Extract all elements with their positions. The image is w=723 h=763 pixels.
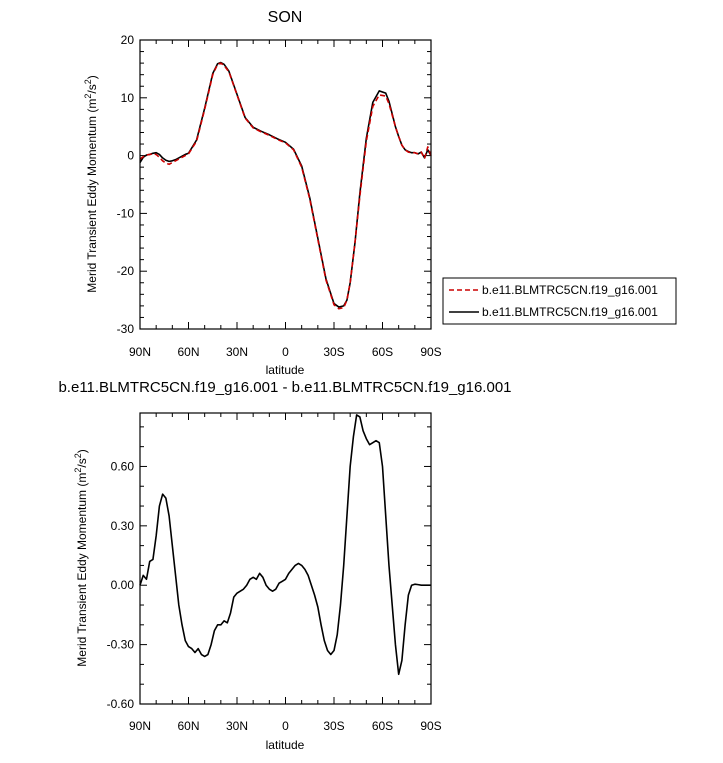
top-series [139,61,432,310]
top-ylabel-sup2: 2 [83,79,93,84]
legend-entry-1: b.e11.BLMTRC5CN.f19_g16.001 [482,283,658,297]
bottom-y-tick-label: 0.00 [111,578,135,592]
bottom-x-tick-label: 30S [323,719,344,733]
top-x-tick-label: 60S [372,345,393,359]
top-x-tick-label: 30N [226,345,248,359]
bottom-chart-title: b.e11.BLMTRC5CN.f19_g16.001 - b.e11.BLMT… [58,379,511,396]
bottom-x-tick-label: 60N [177,719,199,733]
top-x-tick-label: 0 [282,345,289,359]
bottom-y-axis-label: Merid Transient Eddy Momentum (m2/s2) [73,449,89,666]
legend-box [442,277,677,325]
bottom-y-tick-label: 0.30 [111,519,135,533]
top-y-axis-label: Merid Transient Eddy Momentum (m2/s2) [83,75,99,292]
top-panel: SON Merid Transient Eddy Momentum (m2/s2… [83,9,442,377]
top-ylabel-mid: /s [85,84,99,93]
top-x-tick-label: 90S [420,345,441,359]
bottom-panel: b.e11.BLMTRC5CN.f19_g16.001 - b.e11.BLMT… [58,379,511,752]
bottom-series [139,414,431,676]
top-ylabel-post: ) [85,75,99,79]
top-y-tick-label: -20 [117,264,135,278]
bottom-x-tick-label: 60S [372,719,393,733]
bottom-x-tick-label: 90N [129,719,151,733]
bottom-ticks: 90N 60N 30N 0 30S 60S 90S 0.60 0.30 0.00 -0.30 -0.6… [107,413,442,733]
bottom-ylabel-sup: 2 [73,468,83,473]
bottom-x-tick-label: 0 [282,719,289,733]
top-ticks: 90N 60N 30N 0 30S 60S 90S 20 10 0 -10 -20 -30 [117,33,442,359]
top-y-tick-label: -30 [117,322,135,336]
bottom-y-tick-label: -0.60 [107,697,135,711]
top-x-tick-label: 30S [323,345,344,359]
bottom-ylabel-post: ) [75,449,89,453]
bottom-x-axis-label: latitude [266,738,305,752]
bottom-ylabel-mid: /s [75,458,89,467]
top-x-tick-label: 90N [129,345,151,359]
top-ylabel-sup: 2 [83,94,93,99]
bottom-plot-frame [139,412,432,705]
top-y-tick-label: 0 [127,149,134,163]
bottom-series-line-0 [139,414,431,676]
bottom-x-tick-label: 90S [420,719,441,733]
bottom-x-tick-label: 30N [226,719,248,733]
top-plot-frame [139,39,432,330]
legend: b.e11.BLMTRC5CN.f19_g16.001 b.e11.BLMTRC… [442,277,677,325]
top-chart-title: SON [268,9,303,26]
top-y-tick-label: 10 [121,91,135,105]
bottom-ylabel-sup2: 2 [73,453,83,458]
top-y-tick-label: -10 [117,206,135,220]
bottom-y-tick-label: 0.60 [111,459,135,473]
bottom-ylabel-pre: Merid Transient Eddy Momentum (m [75,473,89,667]
top-x-axis-label: latitude [266,363,305,377]
bottom-y-tick-label: -0.30 [107,638,135,652]
top-series-line-0 [139,62,432,310]
top-ylabel-pre: Merid Transient Eddy Momentum (m [85,99,99,293]
legend-entry-2: b.e11.BLMTRC5CN.f19_g16.001 [482,305,658,319]
top-y-tick-label: 20 [121,33,135,47]
top-x-tick-label: 60N [177,345,199,359]
